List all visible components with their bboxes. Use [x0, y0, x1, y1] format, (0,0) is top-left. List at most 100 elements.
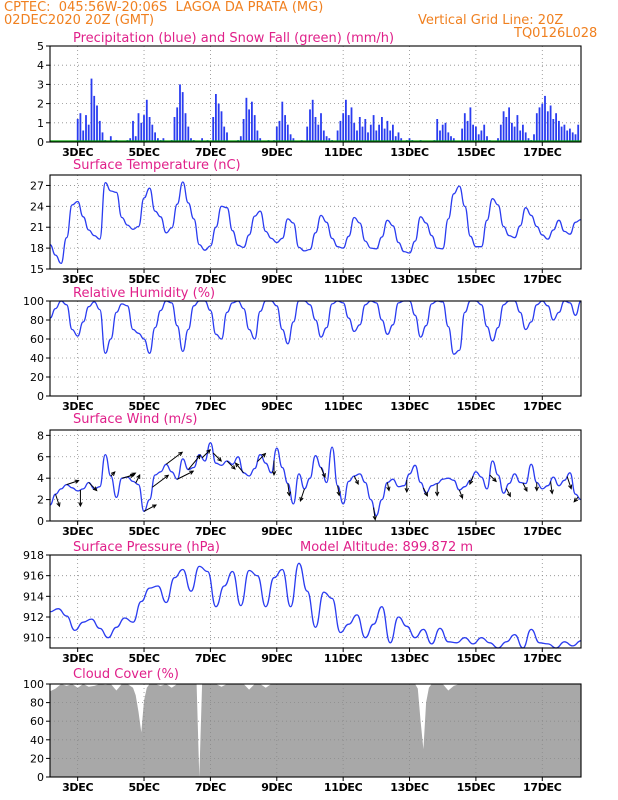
precip-bar	[87, 124, 90, 142]
precip-bar	[463, 113, 466, 142]
y-tick-label: 60	[30, 333, 44, 346]
wind-arrow-head	[423, 491, 428, 497]
x-tick-label: 15DEC	[457, 146, 496, 159]
wind-arrow	[469, 475, 474, 485]
precip-bar	[560, 126, 563, 142]
panel-frame	[49, 45, 582, 143]
y-tick-label: 80	[30, 314, 44, 327]
x-tick-label: 3DEC	[62, 400, 93, 413]
wind-arrow	[88, 482, 98, 491]
precip-bar	[347, 115, 350, 142]
precip-bar	[358, 117, 361, 142]
panel-annotation: Model Altitude: 899.872 m	[300, 540, 473, 555]
y-tick-label: 15	[30, 263, 44, 276]
precip-bar	[499, 124, 502, 142]
x-tick-label: 11DEC	[324, 525, 363, 538]
precip-bar	[574, 134, 577, 142]
y-tick-label: 80	[30, 697, 44, 710]
x-tick-label: 15DEC	[457, 400, 496, 413]
precip-bar	[441, 124, 444, 142]
precip-bar	[151, 124, 154, 142]
wind-arrow-head	[178, 451, 184, 457]
precip-bar	[381, 117, 383, 142]
precip-bar	[475, 126, 477, 142]
precip-bar	[145, 99, 148, 142]
precip-bar	[215, 94, 217, 142]
y-tick-label: 916	[23, 570, 44, 583]
precip-bar	[538, 107, 541, 142]
precip-bar	[533, 134, 535, 142]
x-tick-label: 9DEC	[261, 146, 292, 159]
x-tick-label: 11DEC	[324, 652, 363, 665]
precip-bar	[184, 113, 187, 142]
panel-title: Surface Wind (m/s)	[73, 412, 197, 427]
wind-arrow-head	[164, 474, 170, 480]
wind-arrow-head	[92, 486, 98, 492]
wind-arrow-head	[110, 471, 116, 476]
y-tick-label: 20	[30, 371, 44, 384]
precip-bar	[397, 132, 400, 142]
precip-bar	[522, 124, 524, 142]
header: CPTEC: 045:56W-20:06S LAGOA DA PRATA (MG…	[0, 0, 618, 41]
x-tick-label: 13DEC	[390, 273, 429, 286]
precip-bar	[372, 115, 375, 142]
y-tick-label: 27	[30, 179, 44, 192]
wind-arrow	[373, 507, 376, 520]
y-tick-label: 18	[30, 242, 44, 255]
wind-arrow-head	[434, 491, 440, 497]
precip-bar	[79, 113, 82, 142]
panel-1: 0 1 2 3 4 5 3DEC 5DEC 7DEC 9DEC 11DEC 13DEC 15DEC 17D…	[37, 31, 582, 159]
precip-bar	[505, 117, 508, 142]
precip-bar	[85, 115, 87, 142]
panel-title: Surface Pressure (hPa)	[73, 540, 220, 555]
precip-bar	[162, 138, 165, 142]
precip-bar	[389, 130, 392, 142]
x-tick-label: 9DEC	[261, 652, 292, 665]
precip-bar	[546, 111, 549, 142]
wind-arrow-head	[523, 487, 528, 493]
y-tick-label: 2	[37, 98, 44, 111]
wind-arrow	[386, 482, 390, 491]
series-line	[49, 300, 582, 355]
x-tick-label: 17DEC	[523, 400, 562, 413]
series-line	[49, 442, 582, 517]
y-tick-label: 100	[23, 295, 44, 308]
precip-bar	[569, 128, 571, 142]
x-tick-label: 7DEC	[195, 146, 226, 159]
y-tick-label: 0	[37, 515, 44, 528]
wind-arrow	[187, 454, 201, 470]
precip-bar	[461, 128, 463, 142]
y-tick-label: 21	[30, 221, 44, 234]
panel-frame	[49, 300, 582, 397]
precip-bar	[356, 130, 358, 142]
precip-bar	[383, 128, 386, 142]
x-tick-label: 15DEC	[457, 273, 496, 286]
precip-bar	[309, 109, 311, 142]
precip-bar	[187, 126, 190, 142]
precip-bar	[466, 120, 469, 142]
panel-5: 910 912 914 916 918 3DEC 5DEC 7DEC 9DEC 11DEC 13DE…	[23, 540, 582, 665]
header-date: 02DEC2020 20Z (GMT)	[4, 13, 155, 28]
precip-bar	[386, 120, 389, 142]
x-tick-label: 9DEC	[261, 400, 292, 413]
precip-bar	[336, 130, 339, 142]
x-tick-label: 13DEC	[390, 652, 429, 665]
wind-arrow-head	[573, 497, 579, 503]
wind-arrow-head	[151, 504, 157, 509]
x-tick-label: 5DEC	[128, 273, 159, 286]
x-tick-label: 7DEC	[195, 781, 226, 794]
wind-arrow	[127, 472, 136, 478]
precip-bar	[535, 113, 538, 142]
precip-bar	[549, 105, 552, 142]
wind-arrow	[458, 489, 463, 499]
x-tick-label: 17DEC	[523, 781, 562, 794]
wind-arrow-head	[234, 462, 240, 468]
precip-bar	[137, 113, 140, 142]
wind-arrow-head	[469, 479, 474, 486]
precip-bar	[527, 138, 530, 142]
precip-bar	[367, 132, 369, 142]
x-tick-label: 11DEC	[324, 400, 363, 413]
precip-bar	[436, 119, 439, 142]
x-tick-label: 7DEC	[195, 652, 226, 665]
precip-bar	[289, 134, 292, 142]
